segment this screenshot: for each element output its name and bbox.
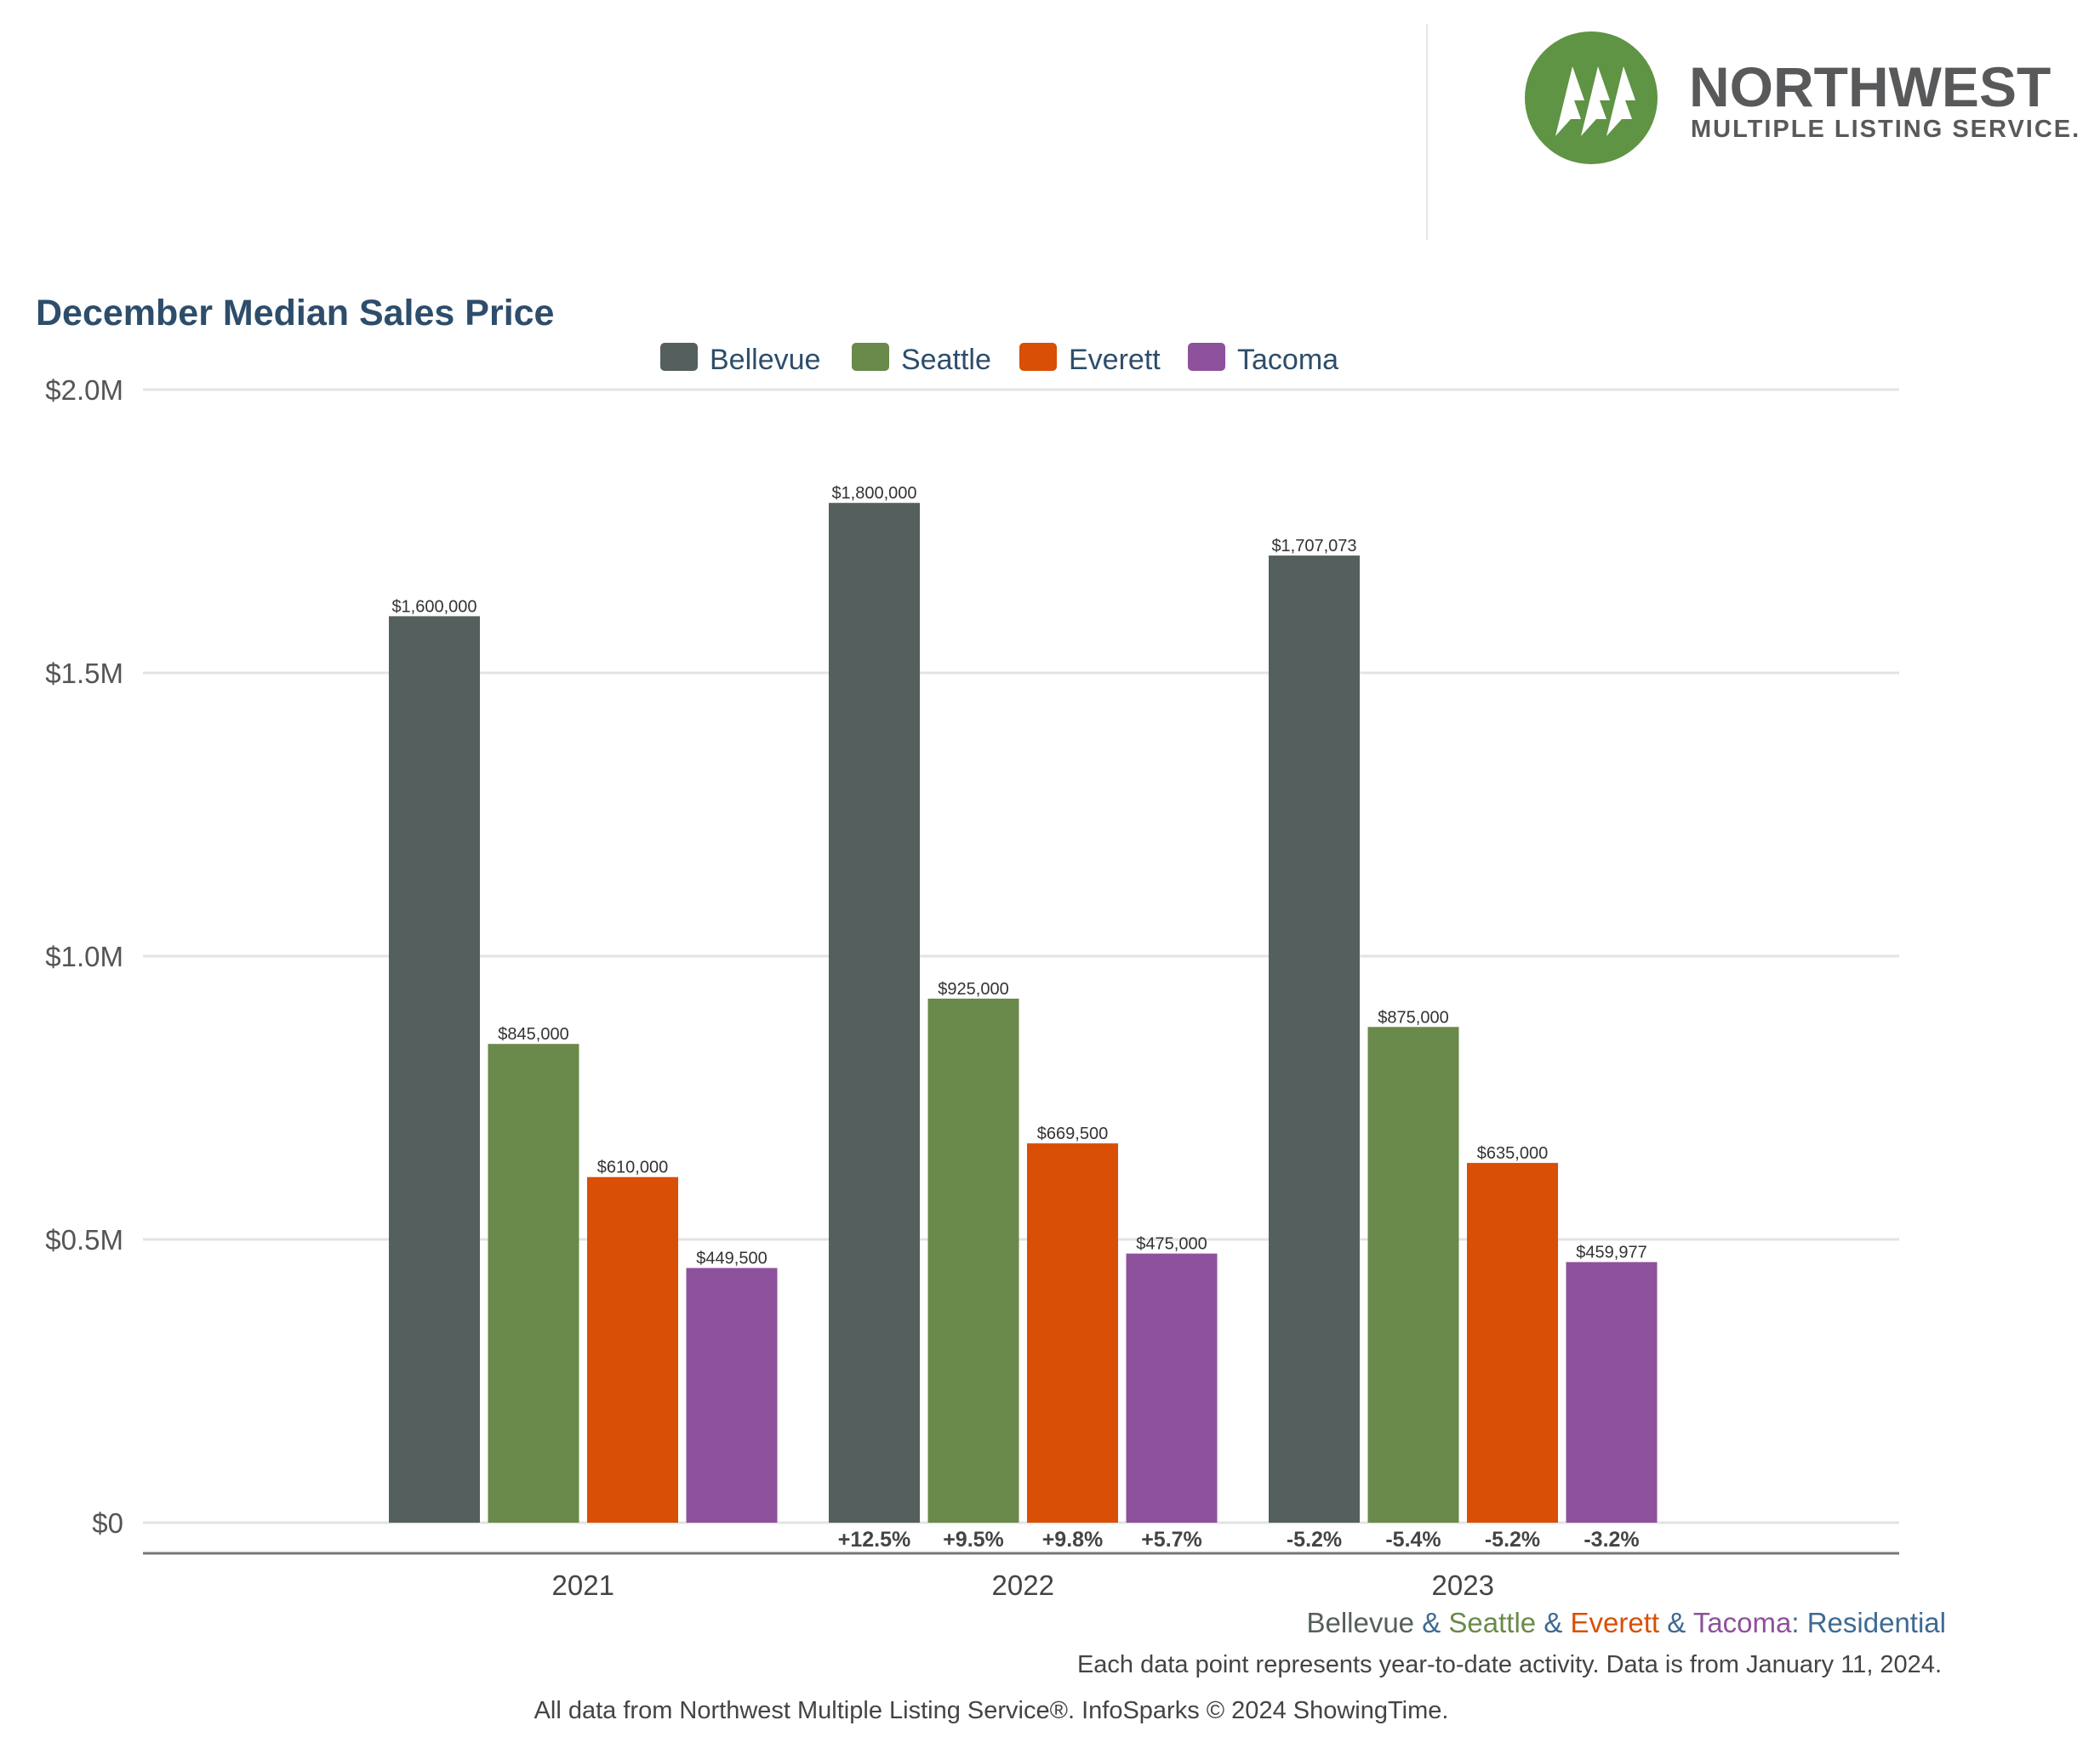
- y-tick-label: $2.0M: [45, 374, 123, 406]
- legend-swatch-seattle: [852, 343, 889, 371]
- legend: Bellevue Seattle Everett Tacoma: [660, 343, 1338, 376]
- data-label: $475,000: [1136, 1235, 1207, 1254]
- logo-subtitle: MULTIPLE LISTING SERVICE.: [1691, 116, 2080, 143]
- change-label: +9.8%: [1042, 1528, 1104, 1552]
- x-tick-label: 2021: [552, 1569, 614, 1601]
- legend-label-seattle: Seattle: [901, 344, 991, 376]
- bar-everett-2021: [587, 1176, 678, 1523]
- change-label: +12.5%: [838, 1528, 911, 1552]
- change-label: +5.7%: [1141, 1528, 1202, 1552]
- tree-icon: [1555, 66, 1635, 136]
- bar-bellevue-2022: [829, 503, 920, 1524]
- data-label: $845,000: [498, 1025, 568, 1044]
- x-tick-label: 2023: [1432, 1569, 1494, 1601]
- data-label: $449,500: [696, 1250, 767, 1268]
- data-label: $1,600,000: [391, 597, 476, 616]
- data-label: $1,707,073: [1271, 537, 1356, 555]
- bar-tacoma-2021: [686, 1267, 778, 1523]
- change-label: -3.2%: [1584, 1528, 1639, 1552]
- data-label: $1,800,000: [831, 484, 916, 503]
- bar-seattle-2023: [1367, 1027, 1459, 1523]
- legend-label-bellevue: Bellevue: [710, 344, 820, 376]
- data-label: $610,000: [597, 1159, 668, 1177]
- x-tick-label: 2022: [992, 1569, 1054, 1601]
- y-axis: $0 $0.5M $1.0M $1.5M $2.0M: [45, 374, 123, 1539]
- x-axis: 2021 2022 2023: [552, 1569, 1494, 1601]
- footer-series-part: : Residential: [1791, 1607, 1946, 1638]
- data-label: $925,000: [938, 980, 1008, 999]
- y-tick-label: $1.5M: [45, 658, 123, 689]
- bar-bellevue-2023: [1269, 555, 1360, 1523]
- y-tick-label: $0.5M: [45, 1224, 123, 1256]
- bar-seattle-2022: [927, 998, 1019, 1523]
- data-label: $669,500: [1037, 1125, 1108, 1143]
- legend-label-tacoma: Tacoma: [1237, 344, 1338, 376]
- legend-swatch-tacoma: [1188, 343, 1225, 371]
- footer-series-part: &: [1659, 1607, 1693, 1638]
- change-label: -5.4%: [1385, 1528, 1441, 1552]
- footer-series-part: &: [1414, 1607, 1448, 1638]
- change-label: +9.5%: [943, 1528, 1004, 1552]
- footer-source: All data from Northwest Multiple Listing…: [534, 1697, 1449, 1724]
- data-label: $875,000: [1378, 1008, 1448, 1027]
- bar-tacoma-2022: [1126, 1253, 1218, 1523]
- y-tick-label: $1.0M: [45, 941, 123, 972]
- legend-swatch-bellevue: [660, 343, 698, 371]
- bar-seattle-2021: [488, 1044, 579, 1523]
- legend-label-everett: Everett: [1069, 344, 1161, 376]
- footer-note: Each data point represents year-to-date …: [1077, 1651, 1942, 1678]
- footer-series-line: Bellevue & Seattle & Everett & Tacoma: R…: [1306, 1607, 1946, 1638]
- change-label: -5.2%: [1485, 1528, 1540, 1552]
- footer-series-part: Everett: [1571, 1607, 1660, 1638]
- footer-series-part: Tacoma: [1693, 1607, 1792, 1638]
- bar-everett-2023: [1467, 1163, 1558, 1523]
- legend-swatch-everett: [1019, 343, 1057, 371]
- chart-title: December Median Sales Price: [36, 293, 554, 333]
- bar-tacoma-2023: [1566, 1262, 1658, 1523]
- logo-name: NORTHWEST: [1689, 55, 2051, 118]
- footer-series-part: Seattle: [1448, 1607, 1536, 1638]
- footer-series-part: &: [1536, 1607, 1570, 1638]
- y-tick-label: $0: [92, 1507, 123, 1539]
- change-label: -5.2%: [1287, 1528, 1342, 1552]
- bars: $1,600,000 $845,000 $610,000 $449,500 $1,800…: [389, 484, 1658, 1552]
- nwmls-logo: NORTHWEST MULTIPLE LISTING SERVICE.: [1525, 31, 2080, 164]
- data-label: $459,977: [1576, 1244, 1646, 1262]
- data-label: $635,000: [1477, 1144, 1548, 1163]
- bar-everett-2022: [1027, 1143, 1118, 1523]
- footer-series-part: Bellevue: [1306, 1607, 1414, 1638]
- bar-bellevue-2021: [389, 616, 480, 1523]
